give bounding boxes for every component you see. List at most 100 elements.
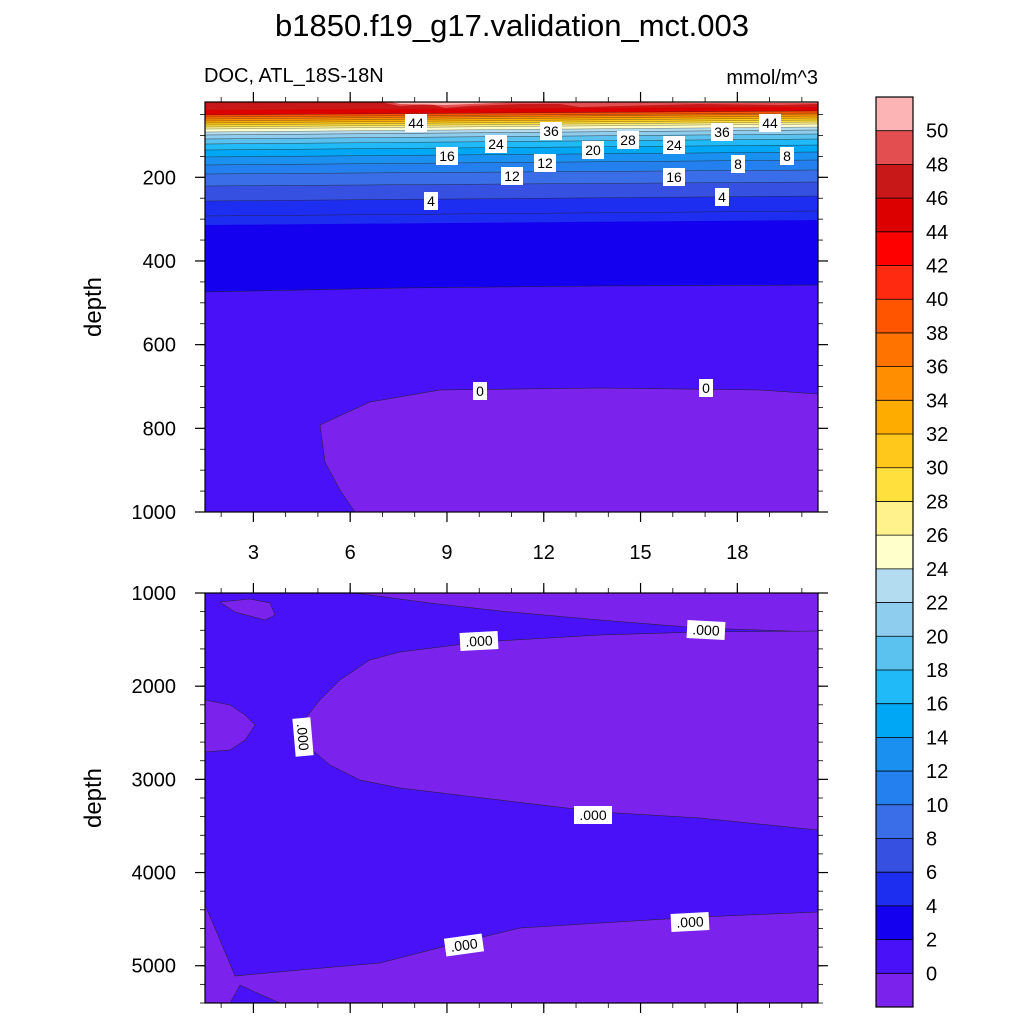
contour-label-text: 28: [620, 132, 636, 148]
contour-label: 24: [485, 135, 507, 153]
upper-x-axis: 3 6 9 12 15 18: [220, 92, 803, 564]
y-tick-label: 1000: [132, 502, 177, 524]
colorbar-label: 12: [926, 761, 948, 783]
colorbar-swatch: [876, 535, 913, 570]
contour-label-text: 24: [666, 137, 682, 153]
colorbar-swatch: [876, 130, 913, 165]
contour-label-text: 8: [783, 148, 791, 164]
colorbar-swatch: [876, 299, 913, 334]
contour-label-text: 12: [537, 155, 553, 171]
contour-label: .000: [686, 620, 726, 640]
colorbar-swatch: [876, 501, 913, 536]
colorbar-swatch: [876, 265, 913, 300]
contour-label-text: 12: [504, 168, 520, 184]
colorbar-label: 16: [926, 694, 948, 716]
colorbar-label: 48: [926, 154, 948, 176]
lower-y-axis: 1000 2000 3000 4000 5000: [132, 583, 828, 1004]
x-tick-label: 9: [441, 542, 452, 564]
colorbar-swatch: [876, 366, 913, 401]
contour-label-text: 4: [718, 189, 726, 205]
colorbar-swatch: [876, 905, 913, 940]
colorbar-label: 38: [926, 323, 948, 345]
colorbar-swatch: [876, 804, 913, 839]
colorbar-label: 0: [926, 963, 937, 985]
contour-label-text: 36: [543, 123, 559, 139]
colorbar-swatch: [876, 568, 913, 603]
contour-label: 16: [663, 168, 685, 186]
y-tick-label: 600: [143, 335, 176, 357]
contour-label: 36: [711, 123, 733, 141]
contour-label-text: .000: [692, 621, 720, 638]
y-tick-label: 4000: [132, 863, 177, 885]
contour-label: 16: [436, 147, 458, 165]
colorbar-swatch: [876, 636, 913, 671]
x-tick-label: 18: [726, 542, 748, 564]
contour-label-text: 44: [762, 115, 778, 131]
colorbar-label: 30: [926, 458, 948, 480]
colorbar-label: 4: [926, 896, 937, 918]
colorbar-swatch: [876, 737, 913, 772]
contour-label-text: 4: [427, 193, 435, 209]
y-tick-label: 800: [143, 418, 176, 440]
contour-label: .000: [459, 631, 499, 651]
chart-title: b1850.f19_g17.validation_mct.003: [275, 8, 749, 43]
contour-label: 0: [699, 379, 713, 397]
colorbar-swatch: [876, 332, 913, 367]
colorbar-label: 34: [926, 390, 948, 412]
x-tick-label: 12: [533, 542, 555, 564]
x-tick-label: 15: [629, 542, 651, 564]
contour-label-text: .000: [579, 807, 606, 823]
colorbar-swatch: [876, 771, 913, 806]
contour-label: 8: [780, 147, 794, 165]
contour-label-text: 20: [585, 142, 601, 158]
y-tick-label: 2000: [132, 676, 177, 698]
contour-label-text: 16: [439, 148, 455, 164]
contour-label: 44: [759, 114, 781, 132]
colorbar-label: 20: [926, 626, 948, 648]
lower-contour-labels: .000 .000 .000 .000 .000 .000: [292, 620, 726, 957]
contour-label: .000: [670, 912, 710, 932]
colorbar: 5048464442403836343230282624222018161412…: [875, 96, 948, 1008]
contour-label: 24: [663, 136, 685, 154]
upper-y-axis-label: depth: [80, 277, 107, 337]
contour-label: .000: [443, 933, 485, 957]
y-tick-label: 3000: [132, 769, 177, 791]
colorbar-swatch: [876, 669, 913, 704]
contour-label-text: 16: [666, 169, 682, 185]
contour-label: 28: [617, 131, 639, 149]
colorbar-label: 42: [926, 256, 948, 278]
y-tick-label: 5000: [132, 956, 177, 978]
contour-label-text: .000: [294, 723, 312, 752]
y-tick-label: 1000: [132, 583, 177, 605]
colorbar-swatch: [876, 703, 913, 738]
colorbar-swatch: [876, 198, 913, 233]
contour-label: 36: [540, 122, 562, 140]
colorbar-label: 2: [926, 930, 937, 952]
colorbar-label: 24: [926, 559, 948, 581]
colorbar-label: 46: [926, 188, 948, 210]
contour-label: 44: [405, 114, 427, 132]
x-tick-label: 3: [248, 542, 259, 564]
contour-label-text: 44: [408, 115, 424, 131]
colorbar-label: 8: [926, 828, 937, 850]
colorbar-swatch: [876, 939, 913, 974]
upper-contour-fill: [205, 102, 818, 512]
variable-label: DOC, ATL_18S-18N: [204, 65, 384, 87]
colorbar-label: 50: [926, 121, 948, 143]
colorbar-swatch: [876, 973, 913, 1008]
colorbar-label: 10: [926, 795, 948, 817]
x-tick-label: 6: [345, 542, 356, 564]
colorbar-swatch: [876, 164, 913, 199]
contour-label: 8: [731, 155, 745, 173]
colorbar-swatch: [876, 231, 913, 266]
contour-label: 4: [715, 188, 729, 206]
y-tick-label: 400: [143, 251, 176, 273]
contour-label: 12: [501, 167, 523, 185]
contour-label-text: 0: [702, 380, 710, 396]
colorbar-label: 28: [926, 491, 948, 513]
colorbar-swatch: [876, 872, 913, 907]
contour-label-text: 8: [734, 156, 742, 172]
colorbar-label: 6: [926, 862, 937, 884]
colorbar-swatch: [876, 97, 913, 132]
